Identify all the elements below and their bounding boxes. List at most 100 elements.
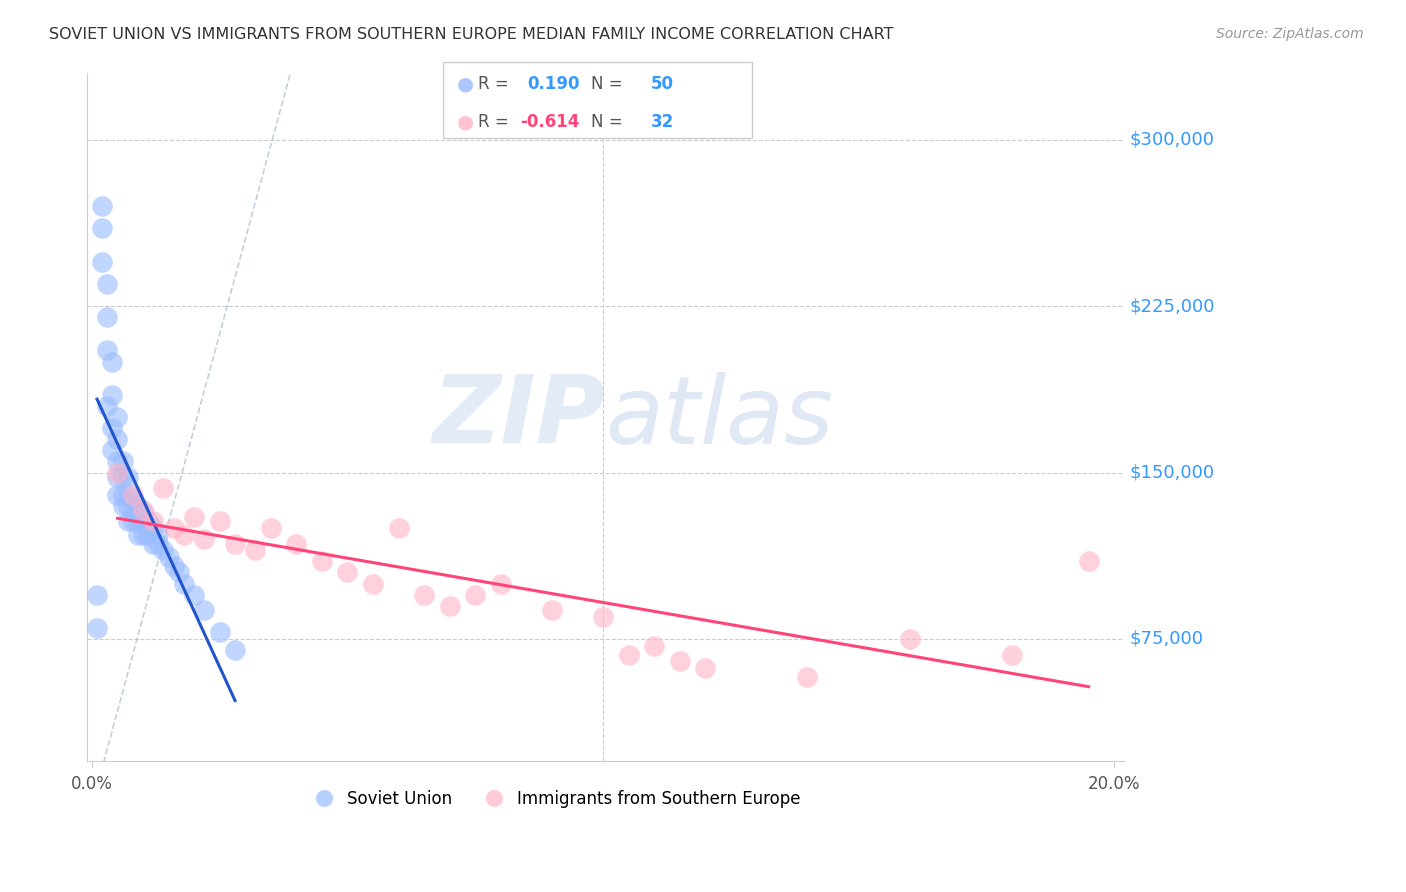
Point	[148, 527, 170, 541]
Point	[668, 654, 690, 668]
Point	[101, 443, 124, 458]
Text: ZIP: ZIP	[433, 371, 606, 463]
Point	[86, 621, 108, 635]
Point	[117, 499, 139, 513]
Point	[592, 609, 614, 624]
Point	[132, 506, 155, 520]
Point	[111, 454, 134, 468]
Point	[439, 599, 461, 613]
Point	[121, 492, 143, 507]
Point	[796, 670, 818, 684]
Text: ●: ●	[457, 74, 474, 93]
Point	[101, 354, 124, 368]
Point	[142, 536, 165, 550]
Point	[163, 558, 186, 573]
Point	[117, 514, 139, 528]
Point	[617, 648, 640, 662]
Point	[111, 488, 134, 502]
Point	[132, 527, 155, 541]
Text: N =: N =	[591, 75, 627, 93]
Point	[136, 527, 159, 541]
Text: SOVIET UNION VS IMMIGRANTS FROM SOUTHERN EUROPE MEDIAN FAMILY INCOME CORRELATION: SOVIET UNION VS IMMIGRANTS FROM SOUTHERN…	[49, 27, 894, 42]
Point	[183, 510, 205, 524]
Point	[152, 481, 174, 495]
Point	[86, 588, 108, 602]
Point	[121, 514, 143, 528]
Point	[96, 277, 118, 291]
Point	[193, 603, 215, 617]
Point	[96, 399, 118, 413]
Text: $300,000: $300,000	[1129, 130, 1215, 149]
Point	[127, 499, 149, 513]
Point	[695, 661, 717, 675]
Text: $75,000: $75,000	[1129, 630, 1204, 648]
Text: atlas: atlas	[606, 372, 834, 463]
Point	[96, 310, 118, 325]
Text: 32: 32	[651, 112, 675, 130]
Point	[107, 432, 129, 446]
Point	[117, 470, 139, 484]
Point	[96, 343, 118, 358]
Point	[142, 521, 165, 535]
Text: N =: N =	[591, 112, 627, 130]
Point	[111, 470, 134, 484]
Legend: Soviet Union, Immigrants from Southern Europe: Soviet Union, Immigrants from Southern E…	[301, 783, 807, 814]
Point	[107, 466, 129, 480]
Point	[101, 421, 124, 435]
Point	[260, 521, 283, 535]
Point	[107, 410, 129, 425]
Text: R =: R =	[478, 112, 515, 130]
Point	[132, 514, 155, 528]
Text: -0.614: -0.614	[520, 112, 579, 130]
Text: $225,000: $225,000	[1129, 297, 1215, 315]
Point	[643, 639, 665, 653]
Point	[121, 506, 143, 520]
Point	[121, 488, 143, 502]
Text: R =: R =	[478, 75, 515, 93]
Point	[311, 554, 333, 568]
Point	[1077, 554, 1099, 568]
Text: Source: ZipAtlas.com: Source: ZipAtlas.com	[1216, 27, 1364, 41]
Point	[132, 503, 155, 517]
Text: 0.190: 0.190	[527, 75, 579, 93]
Point	[157, 549, 180, 564]
Point	[163, 521, 186, 535]
Point	[127, 514, 149, 528]
Point	[167, 566, 190, 580]
Point	[541, 603, 564, 617]
Point	[136, 514, 159, 528]
Point	[387, 521, 409, 535]
Point	[107, 454, 129, 468]
Point	[111, 499, 134, 513]
Point	[152, 543, 174, 558]
Point	[208, 514, 231, 528]
Text: 50: 50	[651, 75, 673, 93]
Point	[898, 632, 921, 646]
Text: $150,000: $150,000	[1129, 464, 1215, 482]
Point	[142, 514, 165, 528]
Point	[127, 527, 149, 541]
Point	[91, 254, 114, 268]
Point	[183, 588, 205, 602]
Point	[101, 388, 124, 402]
Point	[413, 588, 436, 602]
Point	[285, 536, 308, 550]
Point	[208, 625, 231, 640]
Point	[91, 199, 114, 213]
Point	[361, 576, 384, 591]
Point	[224, 643, 246, 657]
Point	[245, 543, 267, 558]
Point	[173, 527, 195, 541]
Text: ●: ●	[457, 112, 474, 131]
Point	[193, 532, 215, 546]
Point	[173, 576, 195, 591]
Point	[464, 588, 486, 602]
Point	[91, 221, 114, 235]
Point	[107, 488, 129, 502]
Point	[489, 576, 512, 591]
Point	[1001, 648, 1024, 662]
Point	[336, 566, 359, 580]
Point	[224, 536, 246, 550]
Point	[117, 488, 139, 502]
Point	[148, 536, 170, 550]
